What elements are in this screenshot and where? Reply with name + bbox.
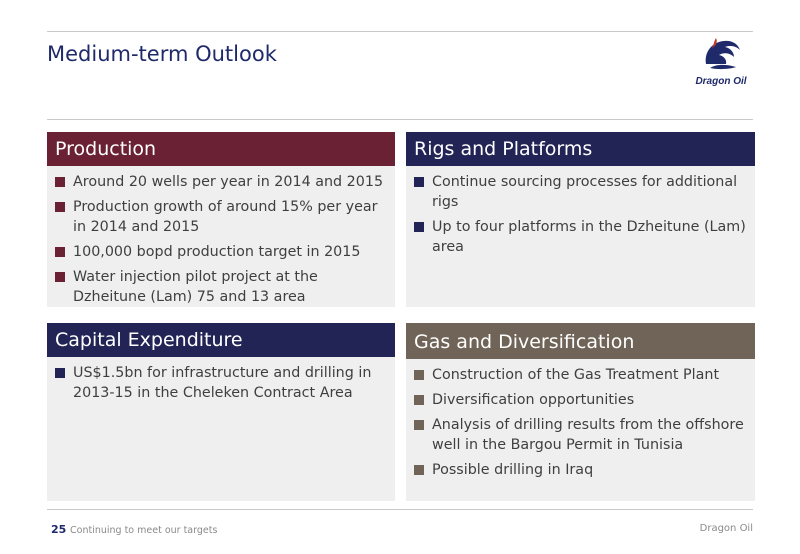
list-item: Diversification opportunities — [414, 390, 747, 410]
rigs-heading: Rigs and Platforms — [406, 132, 755, 166]
rigs-panel: Rigs and Platforms Continue sourcing pro… — [406, 132, 755, 307]
list-item: Continue sourcing processes for addition… — [414, 172, 747, 212]
capex-heading: Capital Expenditure — [47, 323, 395, 357]
gas-list: Construction of the Gas Treatment Plant … — [406, 359, 755, 480]
bullet-square-icon — [414, 395, 424, 405]
footer-subtitle: Continuing to meet our targets — [70, 525, 218, 536]
production-heading: Production — [47, 132, 395, 166]
bullet-square-icon — [55, 368, 65, 378]
capex-panel: Capital Expenditure US$1.5bn for infrast… — [47, 323, 395, 501]
gas-panel: Gas and Diversification Construction of … — [406, 323, 755, 501]
bullet-square-icon — [55, 177, 65, 187]
top-rule — [47, 31, 753, 32]
capex-list: US$1.5bn for infrastructure and drilling… — [47, 357, 395, 403]
list-item: US$1.5bn for infrastructure and drilling… — [55, 363, 387, 403]
footer-rule — [47, 509, 753, 510]
list-item: Up to four platforms in the Dzheitune (L… — [414, 217, 747, 257]
bullet-square-icon — [414, 222, 424, 232]
bullet-square-icon — [414, 420, 424, 430]
bullet-square-icon — [55, 202, 65, 212]
logo-text: Dragon Oil — [695, 76, 747, 87]
bullet-square-icon — [414, 177, 424, 187]
header-rule — [47, 119, 753, 120]
list-item: Production growth of around 15% per year… — [55, 197, 387, 237]
dragon-icon — [705, 38, 740, 70]
list-item: Possible drilling in Iraq — [414, 460, 747, 480]
bullet-square-icon — [414, 370, 424, 380]
bullet-square-icon — [55, 272, 65, 282]
list-item: Around 20 wells per year in 2014 and 201… — [55, 172, 387, 192]
dragon-oil-logo: Dragon Oil — [686, 34, 756, 92]
list-item: Construction of the Gas Treatment Plant — [414, 365, 747, 385]
bullet-square-icon — [414, 465, 424, 475]
page-title: Medium-term Outlook — [47, 42, 277, 66]
production-panel: Production Around 20 wells per year in 2… — [47, 132, 395, 307]
production-list: Around 20 wells per year in 2014 and 201… — [47, 166, 395, 307]
footer-company: Dragon Oil — [699, 523, 753, 534]
list-item: Analysis of drilling results from the of… — [414, 415, 747, 455]
rigs-list: Continue sourcing processes for addition… — [406, 166, 755, 257]
page-number: 25 — [51, 523, 67, 536]
bullet-square-icon — [55, 247, 65, 257]
list-item: Water injection pilot project at the Dzh… — [55, 267, 387, 307]
list-item: 100,000 bopd production target in 2015 — [55, 242, 387, 262]
gas-heading: Gas and Diversification — [406, 323, 755, 359]
